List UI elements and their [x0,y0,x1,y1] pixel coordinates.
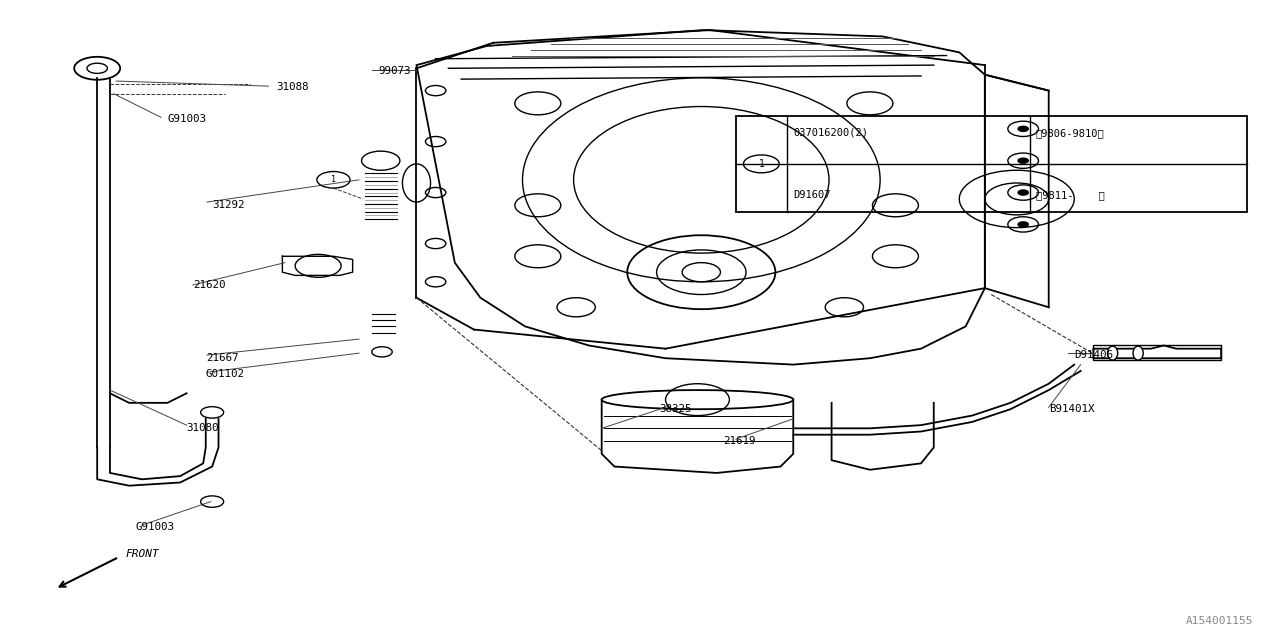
Ellipse shape [1133,346,1143,360]
Circle shape [1018,126,1028,131]
Text: 31080: 31080 [187,423,219,433]
Text: G01102: G01102 [206,369,244,379]
Text: 〩9806-9810〉: 〩9806-9810〉 [1036,128,1105,138]
Bar [1093,346,1221,360]
Text: G91003: G91003 [168,115,206,124]
Circle shape [1018,222,1028,227]
Text: 1: 1 [332,175,335,184]
Text: D91406: D91406 [1074,350,1114,360]
Text: 99073: 99073 [378,67,411,77]
Ellipse shape [602,390,794,409]
Text: 31088: 31088 [276,83,308,92]
Ellipse shape [1107,346,1117,360]
Text: 21620: 21620 [193,280,225,290]
Circle shape [1018,158,1028,163]
Text: B91401X: B91401X [1048,404,1094,414]
Bar [736,116,1247,212]
Text: A154001155: A154001155 [1185,616,1253,626]
Text: 037016200(2): 037016200(2) [794,128,868,138]
Text: 〩9811-    〉: 〩9811- 〉 [1036,190,1105,200]
Circle shape [1018,190,1028,195]
Text: 31292: 31292 [212,200,244,211]
Text: D91607: D91607 [794,190,831,200]
Text: 21667: 21667 [206,353,238,364]
Text: FRONT: FRONT [125,549,159,559]
Text: G91003: G91003 [136,522,174,532]
Ellipse shape [402,164,430,202]
Text: 21619: 21619 [723,436,755,446]
Text: 38325: 38325 [659,404,691,414]
Text: 1: 1 [758,159,764,169]
